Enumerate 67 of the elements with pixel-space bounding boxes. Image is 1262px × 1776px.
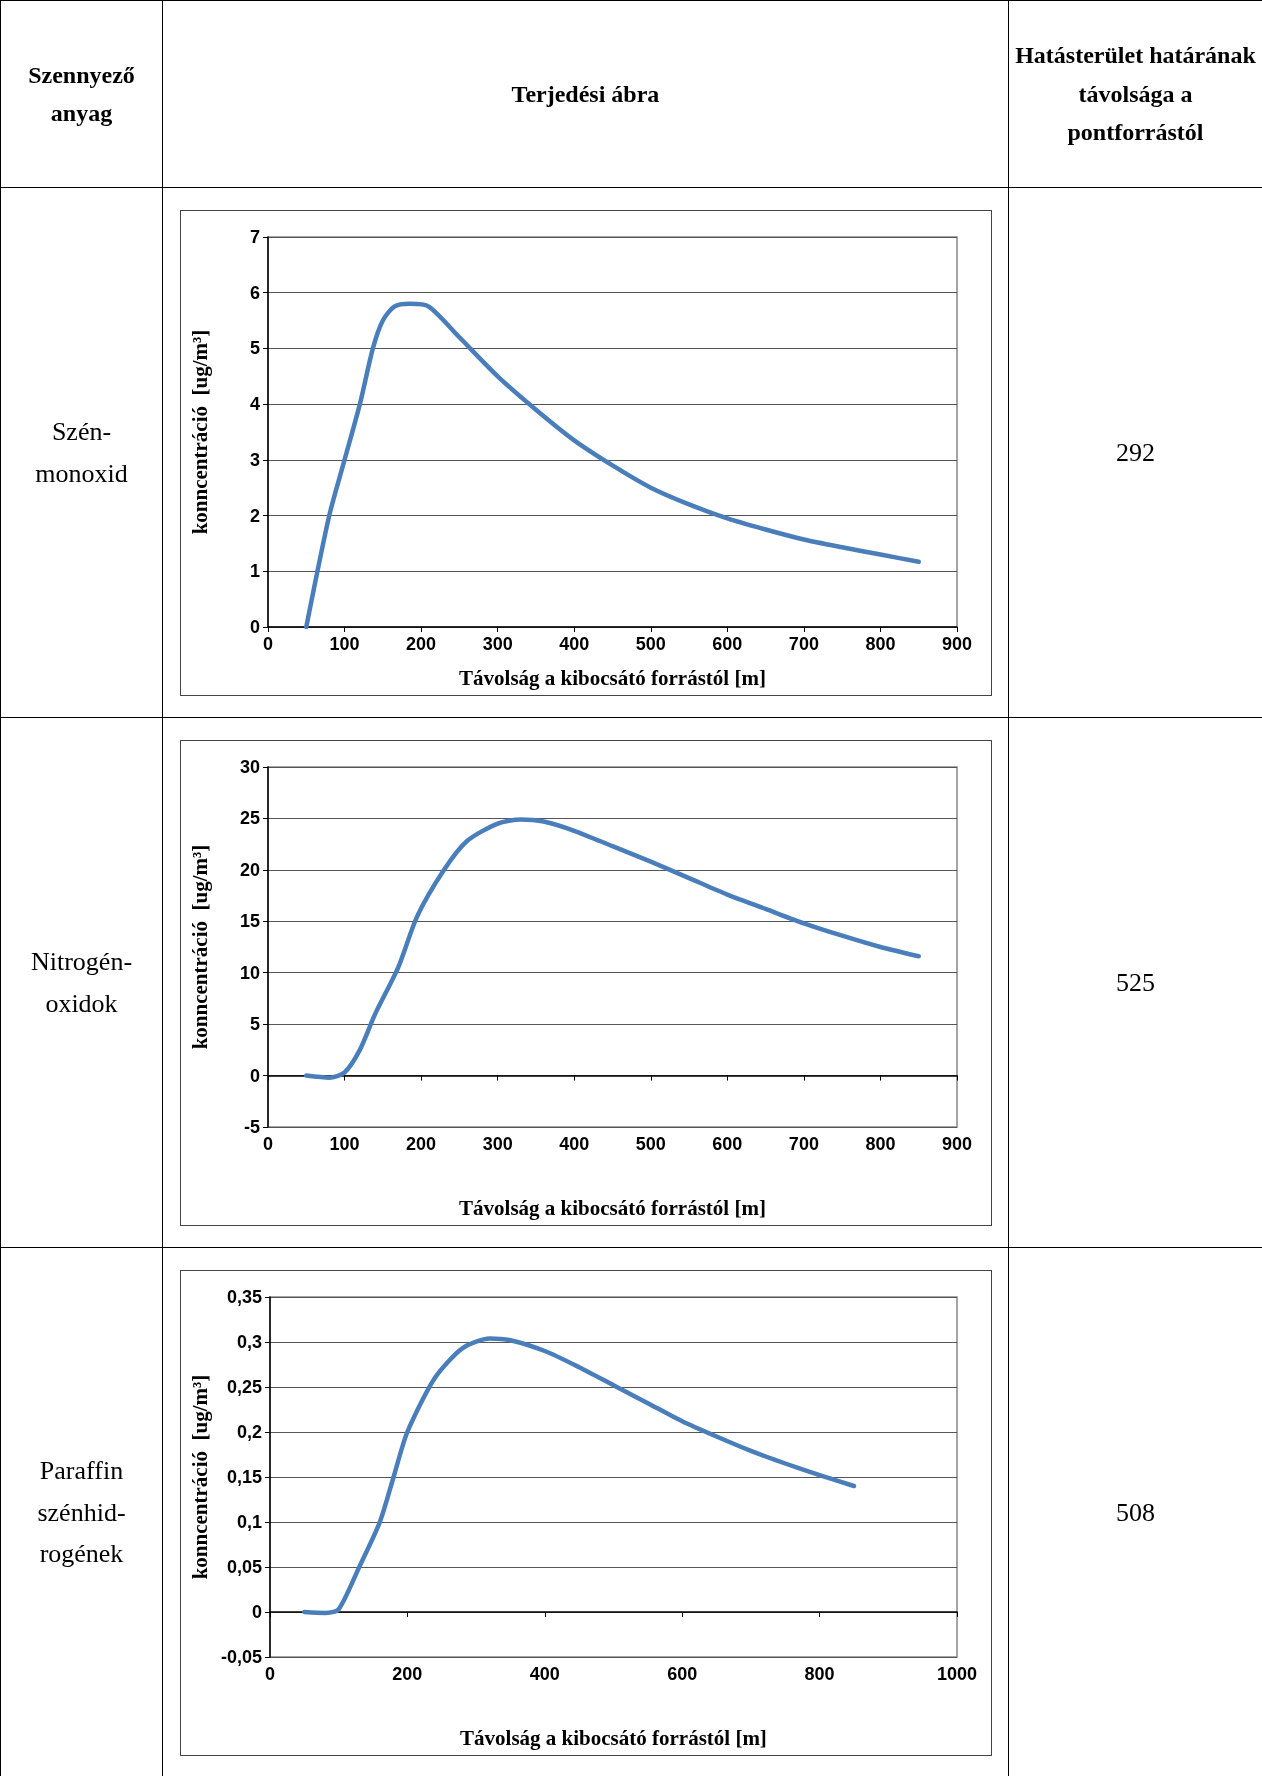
x-tick-label: 800: [864, 1133, 895, 1154]
line-series: [303, 816, 921, 1080]
x-tick-label: 100: [329, 633, 360, 654]
text: Terjedési ábra: [162, 0, 1009, 188]
y-axis-title: konncentráció [ug/m³]: [187, 329, 211, 534]
y-tick-label: 0: [251, 1601, 262, 1622]
x-tick-label: 200: [405, 1133, 436, 1154]
y-tick-label: -0,05: [220, 1646, 262, 1667]
x-tick-label: 900: [941, 1133, 972, 1154]
y-tick-label: 1: [249, 560, 260, 581]
text: Szennyező anyag: [0, 0, 163, 188]
text: 508: [1008, 1247, 1262, 1776]
text: 292: [1008, 187, 1262, 718]
y-tick-label: 3: [249, 449, 260, 470]
x-tick-label: 500: [635, 1133, 666, 1154]
y-tick-label: 0,25: [226, 1376, 262, 1397]
y-tick-label: 5: [249, 337, 260, 358]
line-series: [301, 1335, 856, 1615]
x-axis-title: Távolság a kibocsátó forrástól [m]: [458, 1195, 766, 1219]
x-axis-title: Távolság a kibocsátó forrástól [m]: [458, 665, 766, 689]
y-tick-label: 15: [239, 910, 260, 931]
y-tick-label: 25: [239, 807, 260, 828]
y-tick-label: 0,15: [226, 1466, 262, 1487]
x-tick-label: 400: [529, 1663, 560, 1684]
x-tick-label: 700: [788, 1133, 819, 1154]
y-tick-label: 0,35: [226, 1286, 262, 1307]
y-tick-label: 10: [239, 962, 260, 983]
x-tick-label: 700: [788, 633, 819, 654]
y-tick-label: 30: [239, 756, 260, 777]
x-tick-label: 600: [666, 1663, 697, 1684]
y-tick-label: 5: [249, 1013, 260, 1034]
x-tick-label: 200: [391, 1663, 422, 1684]
line-series: [303, 301, 921, 629]
y-tick-label: 6: [249, 282, 260, 303]
x-tick-label: 800: [864, 633, 895, 654]
y-tick-label: -5: [243, 1116, 260, 1137]
y-tick-label: 0,1: [236, 1511, 262, 1532]
y-tick-label: 0,2: [236, 1421, 262, 1442]
text: Nitrogén-oxidok: [0, 717, 163, 1248]
x-tick-label: 400: [558, 1133, 589, 1154]
x-tick-label: 900: [941, 633, 972, 654]
x-tick-label: 100: [329, 1133, 360, 1154]
y-tick-label: 2: [249, 505, 260, 526]
x-tick-label: 500: [635, 633, 666, 654]
y-tick-label: 0: [249, 616, 260, 637]
y-axis-title: konncentráció [ug/m³]: [187, 844, 211, 1049]
text: Hatásterület határának távolsága a pontforrástól: [1008, 0, 1262, 188]
text: Paraffin szénhid-rogének: [0, 1247, 163, 1776]
x-tick-label: 800: [804, 1663, 835, 1684]
x-tick-label: 300: [482, 633, 513, 654]
y-tick-label: 20: [239, 859, 260, 880]
y-tick-label: 7: [249, 226, 260, 247]
y-tick-label: 0: [249, 1065, 260, 1086]
y-axis-title: konncentráció [ug/m³]: [187, 1374, 211, 1579]
x-tick-label: 400: [558, 633, 589, 654]
y-tick-label: 4: [249, 393, 260, 414]
y-tick-label: 0,3: [236, 1331, 262, 1352]
x-tick-label: 300: [482, 1133, 513, 1154]
x-tick-label: 200: [405, 633, 436, 654]
x-tick-label: 1000: [936, 1663, 977, 1684]
x-axis-title: Távolság a kibocsátó forrástól [m]: [459, 1725, 767, 1749]
y-tick-label: 0,05: [226, 1556, 262, 1577]
x-tick-label: 600: [711, 633, 742, 654]
text: 525: [1008, 717, 1262, 1248]
text: Szén-monoxid: [0, 187, 163, 718]
x-tick-label: 600: [711, 1133, 742, 1154]
x-tick-label: 0: [264, 1663, 275, 1684]
